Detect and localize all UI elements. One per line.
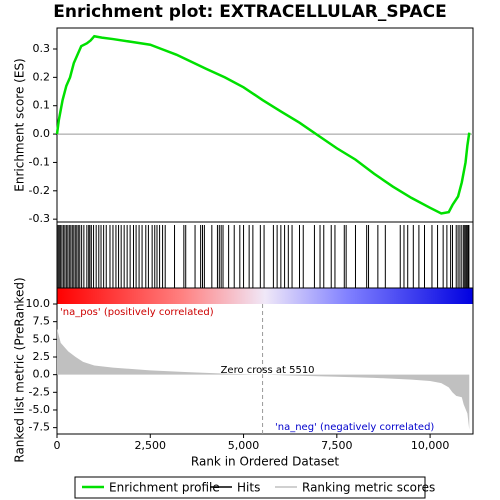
y2-tick-label: 2.5 bbox=[33, 350, 51, 363]
legend-label: Ranking metric scores bbox=[302, 481, 435, 495]
chart-title: Enrichment plot: EXTRACELLULAR_SPACE bbox=[53, 2, 447, 22]
y-tick-label: 0.0 bbox=[33, 127, 51, 140]
y-tick-label: -0.2 bbox=[29, 184, 50, 197]
y-tick-label: 0.3 bbox=[33, 42, 51, 55]
legend-label: Enrichment profile bbox=[109, 481, 220, 495]
y2-tick-label: -2.5 bbox=[29, 385, 50, 398]
neg-label: 'na_neg' (negatively correlated) bbox=[275, 422, 434, 433]
y2-tick-label: 0.0 bbox=[33, 368, 51, 381]
zero-cross-label: Zero cross at 5510 bbox=[221, 365, 315, 376]
y2-tick-label: 5.0 bbox=[33, 332, 51, 345]
y2-tick-label: 10.0 bbox=[26, 297, 51, 310]
y2-tick-label: 7.5 bbox=[33, 315, 51, 328]
y2-tick-label: -5.0 bbox=[29, 403, 50, 416]
x-tick-label: 10,000 bbox=[411, 439, 450, 452]
x-tick-label: 5,000 bbox=[228, 439, 260, 452]
legend-label: Hits bbox=[237, 481, 260, 495]
pos-label: 'na_pos' (positively correlated) bbox=[60, 307, 214, 318]
x-axis-label: Rank in Ordered Dataset bbox=[191, 455, 339, 469]
y-axis-label: Enrichment score (ES) bbox=[13, 58, 27, 191]
enrichment-profile bbox=[55, 34, 471, 215]
y-tick-label: 0.1 bbox=[33, 99, 51, 112]
x-tick-label: 0 bbox=[54, 439, 61, 452]
x-tick-label: 7,500 bbox=[321, 439, 353, 452]
es-panel bbox=[56, 27, 474, 223]
y-tick-label: -0.1 bbox=[29, 155, 50, 168]
legend bbox=[74, 476, 426, 499]
x-tick-label: 2,500 bbox=[135, 439, 167, 452]
ranking-metric-area bbox=[57, 328, 470, 430]
y-tick-label: 0.2 bbox=[33, 70, 51, 83]
y2-tick-label: -7.5 bbox=[29, 421, 50, 434]
y2-axis-label: Ranked list metric (PreRanked) bbox=[13, 277, 27, 462]
rank-color-band bbox=[57, 288, 473, 304]
y-tick-label: -0.3 bbox=[29, 212, 50, 225]
hits-panel bbox=[56, 221, 474, 289]
